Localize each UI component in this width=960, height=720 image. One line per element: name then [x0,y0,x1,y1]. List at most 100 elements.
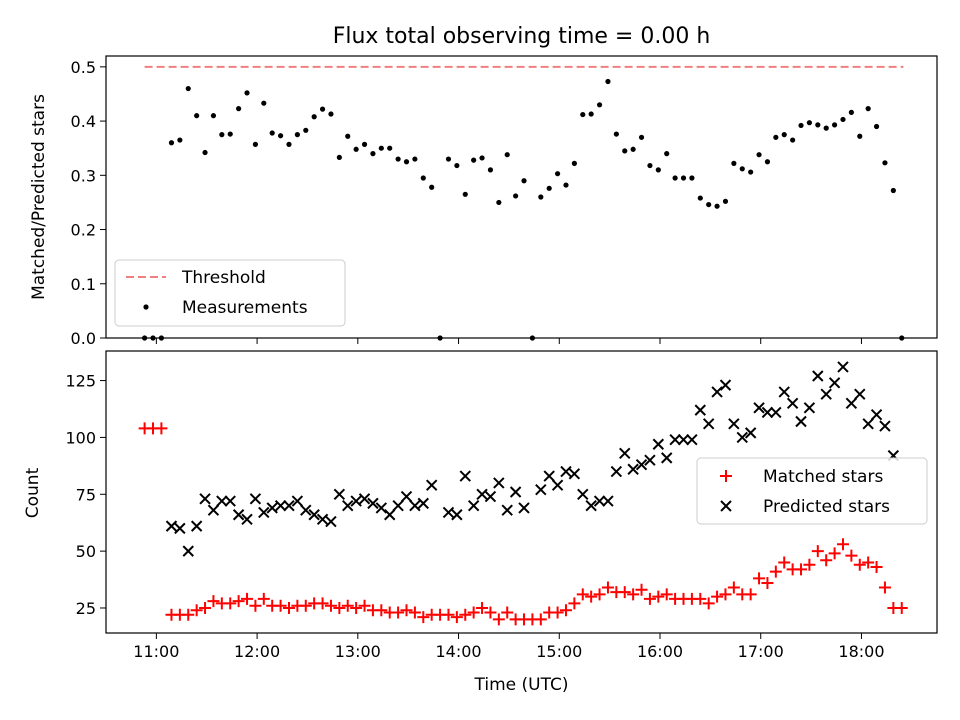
predicted-stars-point [828,377,841,389]
matched-stars-point [719,588,732,601]
measurement-point [672,175,678,181]
matched-stars-point [593,588,606,601]
measurement-point [538,194,544,200]
matched-stars-point [635,583,648,596]
bottom-axes-frame [105,350,938,634]
measurement-point [261,100,267,106]
measurement-point [622,148,628,154]
measurement-point [150,335,156,341]
measurement-point [722,198,729,204]
matched-stars-point [803,558,816,571]
measurement-point [664,151,670,157]
predicted-stars-point [728,418,740,430]
measurement-point [387,145,393,151]
x-tick-label: 15:00 [536,642,582,661]
predicted-stars-point [266,502,278,514]
bottom-y-tick-label: 100 [65,428,96,447]
predicted-stars-point [778,386,790,398]
top-y-tick-label: 0.1 [71,275,96,294]
measurement-point [454,162,460,169]
measurement-point [336,154,342,161]
measurement-point [596,102,603,108]
legend-predicted-swatch [720,500,732,512]
bottom-y-tick-label: 50 [76,542,96,561]
predicted-stars-point [753,402,765,414]
bottom-x-axis-label: Time (UTC) [474,675,569,695]
legend-matched-label: Matched stars [763,467,883,487]
matched-stars-point [711,590,724,603]
measurement-point [815,122,821,128]
x-tick-label: 11:00 [133,642,179,661]
measurement-point [513,193,519,199]
top-chart-title: Flux total observing time = 0.00 h [333,24,711,49]
top-y-tick-label: 0.0 [71,329,96,348]
matched-stars-point [652,590,665,603]
predicted-stars-point [677,433,690,446]
matched-stars-point [249,599,262,612]
predicted-stars-point [165,520,178,532]
x-tick-label: 13:00 [335,642,381,661]
predicted-stars-point [610,465,623,478]
matched-stars-point [400,604,413,617]
matched-stars-point [484,606,497,619]
matched-stars-point [324,599,337,612]
measurement-point [605,78,611,85]
predicted-stars-point [509,486,522,498]
measurement-point [244,90,250,96]
measurement-point [462,191,468,197]
predicted-stars-point [854,388,866,400]
measurement-point [429,184,435,190]
predicted-stars-point [417,497,429,510]
predicted-stars-point [375,502,388,514]
predicted-stars-point [283,499,295,512]
measurement-point [706,201,712,208]
matched-stars-point [190,604,203,617]
predicted-stars-point [333,488,346,500]
top-legend: Threshold Measurements [114,259,346,327]
measurement-point [194,113,200,119]
predicted-stars-point [493,477,505,489]
measurement-point [395,156,401,162]
predicted-stars-point [342,499,354,512]
matched-stars-point [257,592,270,605]
predicted-stars-point [182,545,194,557]
measurement-point [370,151,376,157]
predicted-stars-point [551,479,564,491]
measurement-point [353,146,359,152]
measurement-point [227,131,233,137]
matched-stars-point [836,538,849,551]
predicted-stars-point [702,418,715,430]
matched-stars-point [274,599,287,612]
measurement-point [571,160,577,166]
predicted-stars-point [652,438,665,450]
matched-stars-point [769,565,782,578]
measurement-point [142,335,148,341]
matched-stars-point [417,611,430,624]
measurement-point [563,182,569,188]
measurement-point [219,132,225,138]
predicted-stars-point [300,504,312,516]
matched-stars-point [627,588,640,601]
predicted-stars-point [467,499,480,512]
matched-stars-point [601,581,614,594]
predicted-stars-point [409,499,421,512]
matched-stars-point [660,588,673,601]
matched-stars-point [299,599,312,612]
matched-stars-point [442,608,455,621]
measurement-point [319,106,326,112]
measurement-point [496,199,502,206]
top-axes-frame [105,55,938,339]
measurement-point [487,167,494,173]
predicted-stars-point [249,493,262,505]
x-tick-label: 16:00 [637,642,683,661]
matched-stars-point [182,608,195,621]
matched-stars-point [241,592,254,605]
predicted-stars-point [190,520,203,532]
matched-stars-point [199,601,212,614]
measurement-point [697,195,703,201]
matched-stars-point [476,601,489,614]
matched-stars-point [358,599,371,612]
top-data-layer [142,65,905,341]
legend-measurements-swatch [143,304,149,310]
predicted-stars-point [770,406,782,419]
